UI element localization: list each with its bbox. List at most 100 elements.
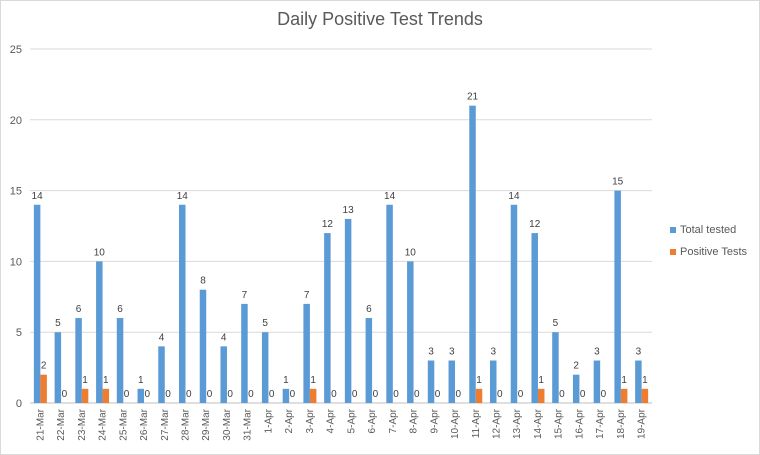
data-label: 14	[508, 191, 520, 202]
bar-total-tested	[448, 360, 456, 403]
x-category-label: 30-Mar	[222, 408, 233, 440]
data-label: 12	[529, 219, 541, 230]
x-category-label: 3-Apr	[305, 408, 316, 433]
data-label: 2	[573, 361, 579, 372]
data-label: 12	[322, 219, 334, 230]
y-tick-label: 5	[16, 327, 22, 339]
x-category-label: 28-Mar	[181, 408, 192, 440]
bar-total-tested	[282, 388, 290, 403]
data-label: 0	[248, 389, 254, 400]
x-axis-categories: 21-Mar 22-Mar 23-Mar 24-Mar 25-Mar 26-Mar 27-M…	[35, 408, 647, 440]
legend-swatch	[670, 249, 676, 255]
x-category-label: 27-Mar	[160, 408, 171, 440]
bar-positive-tests	[641, 388, 649, 403]
data-label: 3	[594, 347, 600, 358]
data-label: 0	[435, 389, 441, 400]
x-category-label: 13-Apr	[512, 408, 523, 439]
legend-swatch	[670, 227, 676, 233]
x-category-label: 18-Apr	[616, 408, 627, 439]
bar-total-tested	[116, 318, 124, 403]
data-label: 5	[553, 318, 559, 329]
data-label: 0	[165, 389, 171, 400]
data-label: 0	[580, 389, 586, 400]
data-label: 8	[200, 276, 206, 287]
data-label: 1	[642, 375, 648, 386]
bar-positive-tests	[475, 388, 483, 403]
bar-positive-tests	[81, 388, 89, 403]
data-label: 15	[612, 177, 624, 188]
x-category-label: 5-Apr	[346, 408, 357, 433]
data-label: 1	[310, 375, 316, 386]
x-category-label: 22-Mar	[56, 408, 67, 440]
bar-total-tested	[407, 261, 414, 403]
data-label: 14	[32, 191, 44, 202]
x-category-label: 29-Mar	[201, 408, 212, 440]
x-category-label: 25-Mar	[118, 408, 129, 440]
y-tick-label: 15	[10, 186, 22, 198]
bar-total-tested	[199, 289, 207, 403]
bar-total-tested	[469, 105, 476, 403]
data-labels: 1425061101601040140804070501071120130601…	[32, 92, 649, 400]
bar-total-tested	[427, 360, 435, 403]
data-label: 3	[428, 347, 434, 358]
x-category-label: 23-Mar	[77, 408, 88, 440]
bar-total-tested	[593, 360, 601, 403]
data-label: 13	[343, 205, 355, 216]
data-label: 14	[177, 191, 189, 202]
data-label: 4	[159, 332, 165, 343]
bar-total-tested	[33, 204, 41, 403]
x-category-label: 17-Apr	[595, 408, 606, 439]
x-category-label: 21-Mar	[35, 408, 46, 440]
data-label: 0	[518, 389, 524, 400]
data-label: 0	[269, 389, 275, 400]
data-label: 1	[621, 375, 627, 386]
data-label: 0	[352, 389, 358, 400]
data-label: 7	[304, 290, 310, 301]
bar-total-tested	[365, 318, 373, 403]
data-label: 0	[124, 389, 130, 400]
chart-title: Daily Positive Test Trends	[277, 9, 483, 29]
y-tick-label: 25	[10, 44, 22, 56]
bar-total-tested	[241, 303, 248, 403]
data-label: 3	[449, 347, 455, 358]
bar-total-tested	[54, 332, 62, 403]
y-tick-label: 10	[10, 256, 22, 268]
bar-total-tested	[261, 332, 269, 403]
bar-total-tested	[158, 346, 165, 403]
bar-total-tested	[324, 233, 331, 403]
x-category-label: 19-Apr	[637, 408, 648, 439]
bar-positive-tests	[620, 388, 628, 403]
bar-total-tested	[179, 204, 186, 403]
gridlines	[30, 48, 652, 404]
data-label: 6	[76, 304, 82, 315]
y-axis-ticks: 0 5 10 15 20 25	[10, 44, 22, 410]
data-label: 0	[559, 389, 565, 400]
data-label: 1	[103, 375, 109, 386]
data-label: 0	[145, 389, 151, 400]
bar-total-tested	[344, 218, 352, 403]
x-category-label: 16-Apr	[574, 408, 585, 439]
data-label: 10	[405, 247, 417, 258]
bar-total-tested	[220, 346, 227, 403]
bar-total-tested	[75, 318, 82, 403]
data-label: 4	[221, 332, 227, 343]
y-tick-label: 20	[10, 115, 22, 127]
bar-total-tested	[614, 190, 621, 403]
data-label: 0	[393, 389, 399, 400]
bars	[33, 105, 649, 403]
data-label: 5	[262, 318, 268, 329]
x-category-label: 7-Apr	[388, 408, 399, 433]
data-label: 1	[538, 375, 544, 386]
data-label: 1	[283, 375, 289, 386]
bar-total-tested	[635, 360, 642, 403]
x-category-label: 31-Mar	[243, 408, 254, 440]
x-category-label: 12-Apr	[492, 408, 503, 439]
data-label: 1	[82, 375, 88, 386]
x-category-label: 26-Mar	[139, 408, 150, 440]
x-category-label: 24-Mar	[98, 408, 109, 440]
bar-total-tested	[552, 332, 559, 403]
bar-positive-tests	[40, 374, 47, 403]
data-label: 0	[601, 389, 607, 400]
data-label: 0	[290, 389, 296, 400]
